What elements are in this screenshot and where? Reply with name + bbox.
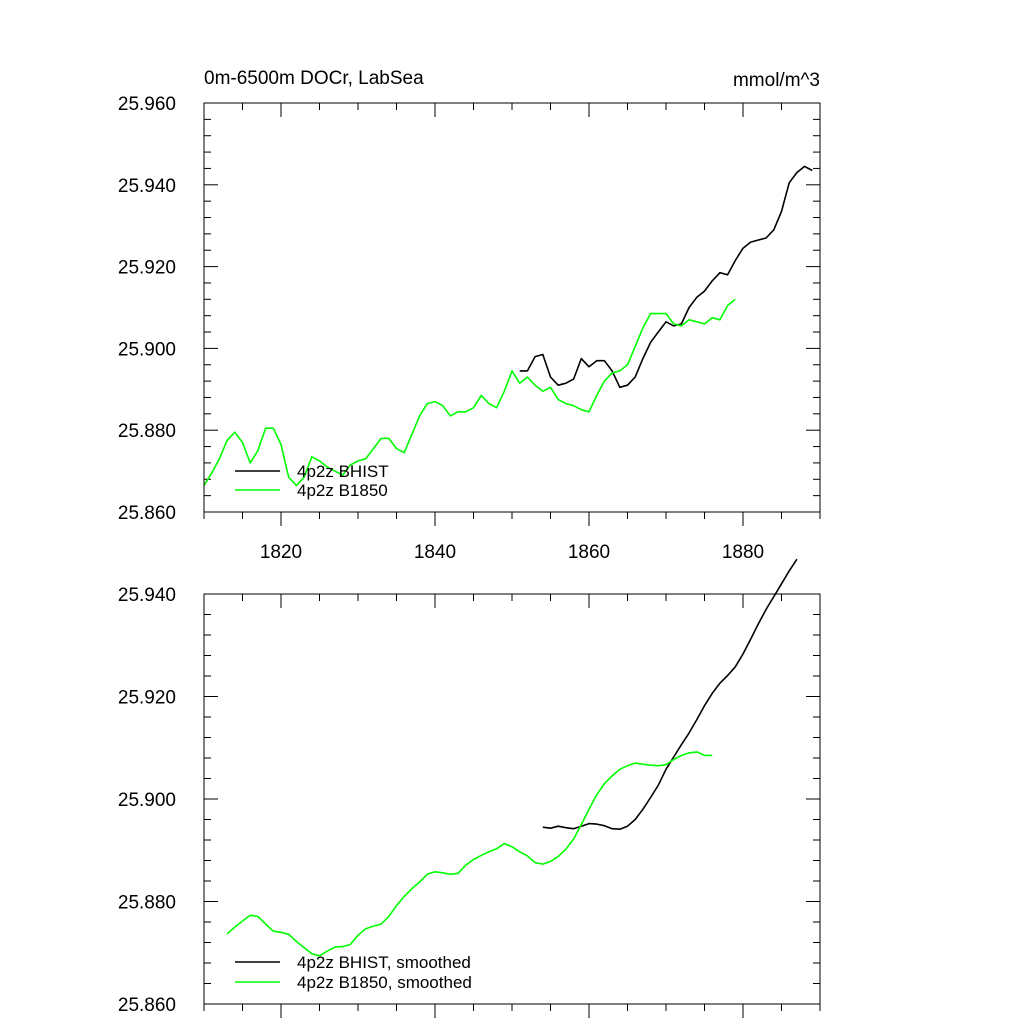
top-panel: 0m-6500m DOCr, LabSea mmol/m^3 25.86025.… — [118, 68, 821, 563]
bottom-panel: 25.860 25.880 25.900 25.920 25.940 4p2z BHIS… — [118, 558, 821, 1018]
legend-label-b1850: 4p2z B1850 — [297, 481, 388, 500]
top-y-tick-label: 25.960 — [118, 94, 176, 115]
legend-label-b1850-smoothed: 4p2z B1850, smoothed — [297, 973, 472, 992]
top-y-tick-label: 25.900 — [118, 339, 176, 360]
bottom-series-b1850-line — [226, 751, 713, 957]
bottom-y-tick-label: 25.920 — [118, 688, 176, 709]
top-series-bhist-line — [519, 165, 813, 389]
bottom-axes: 25.860 25.880 25.900 25.920 25.940 — [118, 585, 821, 1018]
top-y-tick-label: 25.860 — [118, 503, 176, 524]
top-x-tick-label: 1840 — [414, 542, 456, 563]
top-legend: 4p2z BHIST 4p2z B1850 — [235, 462, 389, 500]
legend-label-bhist: 4p2z BHIST — [297, 462, 389, 481]
legend-label-bhist-smoothed: 4p2z BHIST, smoothed — [297, 953, 471, 972]
bottom-y-tick-label: 25.900 — [118, 790, 176, 811]
bottom-legend: 4p2z BHIST, smoothed 4p2z B1850, smoothe… — [235, 953, 472, 992]
chart-title: 0m-6500m DOCr, LabSea — [204, 68, 424, 89]
top-x-tick-label: 1820 — [260, 542, 302, 563]
top-plot-frame — [203, 102, 821, 513]
units-label: mmol/m^3 — [733, 70, 820, 91]
top-x-tick-label: 1880 — [722, 542, 764, 563]
bottom-series-lines — [226, 558, 798, 957]
top-x-tick-label: 1860 — [568, 542, 610, 563]
top-y-tick-label: 25.920 — [118, 258, 176, 279]
top-axes: 25.860 25.880 25.900 25.920 25.940 25.960 1820… — [118, 94, 821, 563]
top-y-tick-label: 25.880 — [118, 421, 176, 442]
top-series-lines — [203, 165, 813, 487]
bottom-plot-frame — [203, 593, 821, 1005]
bottom-series-bhist-line — [542, 558, 798, 831]
bottom-y-tick-label: 25.940 — [118, 585, 176, 606]
top-y-tick-label: 25.940 — [118, 176, 176, 197]
bottom-y-tick-label: 25.860 — [118, 995, 176, 1016]
bottom-y-tick-label: 25.880 — [118, 893, 176, 914]
top-series-b1850-line — [203, 298, 736, 487]
